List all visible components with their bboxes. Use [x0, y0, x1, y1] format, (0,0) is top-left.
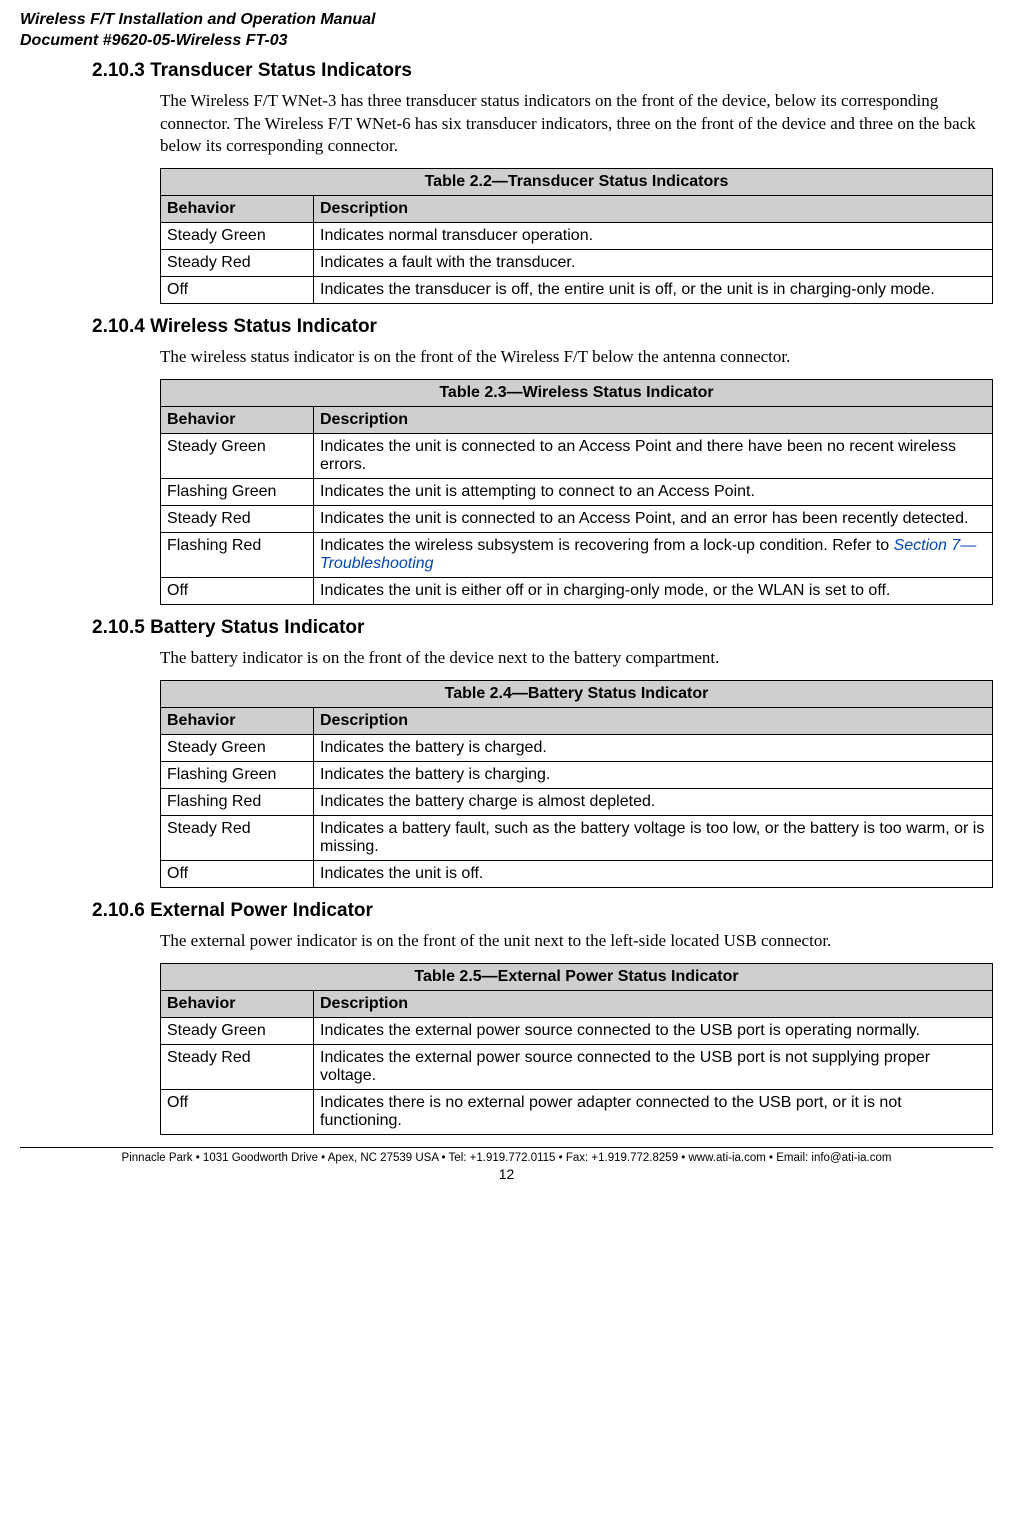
cell-behavior: Off [161, 277, 314, 304]
col-header-description: Description [314, 708, 993, 735]
cell-behavior: Flashing Red [161, 533, 314, 578]
cell-behavior: Flashing Red [161, 789, 314, 816]
cell-description: Indicates normal transducer operation. [314, 223, 993, 250]
cell-description: Indicates the unit is connected to an Ac… [314, 434, 993, 479]
cell-description: Indicates there is no external power ada… [314, 1090, 993, 1135]
table-row: OffIndicates the unit is off. [161, 861, 993, 888]
cell-behavior: Steady Red [161, 816, 314, 861]
cell-behavior: Flashing Green [161, 762, 314, 789]
cell-description: Indicates the unit is either off or in c… [314, 578, 993, 605]
table-row: OffIndicates the transducer is off, the … [161, 277, 993, 304]
col-header-description: Description [314, 991, 993, 1018]
cell-behavior: Off [161, 578, 314, 605]
cell-behavior: Steady Red [161, 506, 314, 533]
cell-behavior: Off [161, 1090, 314, 1135]
table-2-2: Table 2.2—Transducer Status Indicators B… [160, 168, 993, 304]
cell-description: Indicates the external power source conn… [314, 1018, 993, 1045]
col-header-behavior: Behavior [161, 708, 314, 735]
table-row: Steady RedIndicates the unit is connecte… [161, 506, 993, 533]
cell-description: Indicates the unit is connected to an Ac… [314, 506, 993, 533]
section-num: 2.10.3 [92, 60, 145, 81]
table-2-4: Table 2.4—Battery Status Indicator Behav… [160, 680, 993, 888]
cell-description: Indicates the unit is off. [314, 861, 993, 888]
section-num: 2.10.5 [92, 617, 145, 638]
cell-behavior: Steady Green [161, 434, 314, 479]
cell-behavior: Flashing Green [161, 479, 314, 506]
section-body-2-10-6: The external power indicator is on the f… [160, 930, 989, 953]
table-row: Steady GreenIndicates the unit is connec… [161, 434, 993, 479]
cell-description: Indicates the unit is attempting to conn… [314, 479, 993, 506]
page-number: 12 [20, 1166, 993, 1182]
table-row: Flashing GreenIndicates the battery is c… [161, 762, 993, 789]
cell-description: Indicates the wireless subsystem is reco… [314, 533, 993, 578]
section-title: Battery Status Indicator [150, 617, 364, 638]
doc-header: Wireless F/T Installation and Operation … [20, 10, 993, 52]
cell-description: Indicates the battery is charging. [314, 762, 993, 789]
cell-behavior: Off [161, 861, 314, 888]
section-body-2-10-4: The wireless status indicator is on the … [160, 346, 989, 369]
table-row: Steady GreenIndicates the external power… [161, 1018, 993, 1045]
cell-description: Indicates a battery fault, such as the b… [314, 816, 993, 861]
table-row: Flashing RedIndicates the battery charge… [161, 789, 993, 816]
table-title: Table 2.4—Battery Status Indicator [161, 681, 993, 708]
table-row: Steady RedIndicates a fault with the tra… [161, 250, 993, 277]
col-header-description: Description [314, 196, 993, 223]
page-footer: Pinnacle Park • 1031 Goodworth Drive • A… [20, 1147, 993, 1182]
table-title: Table 2.3—Wireless Status Indicator [161, 380, 993, 407]
cell-description: Indicates the transducer is off, the ent… [314, 277, 993, 304]
cell-behavior: Steady Green [161, 735, 314, 762]
section-heading-2-10-4: 2.10.4 Wireless Status Indicator [92, 316, 993, 338]
section-num: 2.10.4 [92, 316, 145, 337]
table-title: Table 2.2—Transducer Status Indicators [161, 169, 993, 196]
cell-behavior: Steady Green [161, 1018, 314, 1045]
table-row: Flashing GreenIndicates the unit is atte… [161, 479, 993, 506]
table-row: Flashing Red Indicates the wireless subs… [161, 533, 993, 578]
cell-description: Indicates the battery charge is almost d… [314, 789, 993, 816]
section-body-2-10-5: The battery indicator is on the front of… [160, 647, 989, 670]
table-row: OffIndicates the unit is either off or i… [161, 578, 993, 605]
cell-behavior: Steady Red [161, 250, 314, 277]
table-row: Steady GreenIndicates normal transducer … [161, 223, 993, 250]
col-header-behavior: Behavior [161, 196, 314, 223]
table-row: Steady GreenIndicates the battery is cha… [161, 735, 993, 762]
table-title: Table 2.5—External Power Status Indicato… [161, 964, 993, 991]
table-2-3: Table 2.3—Wireless Status Indicator Beha… [160, 379, 993, 605]
section-heading-2-10-6: 2.10.6 External Power Indicator [92, 900, 993, 922]
cell-text: Indicates the wireless subsystem is reco… [320, 537, 894, 554]
table-row: Steady RedIndicates a battery fault, suc… [161, 816, 993, 861]
cell-description: Indicates the battery is charged. [314, 735, 993, 762]
col-header-description: Description [314, 407, 993, 434]
section-title: External Power Indicator [150, 900, 373, 921]
col-header-behavior: Behavior [161, 991, 314, 1018]
table-row: Steady RedIndicates the external power s… [161, 1045, 993, 1090]
footer-text: Pinnacle Park • 1031 Goodworth Drive • A… [20, 1152, 993, 1164]
section-title: Transducer Status Indicators [150, 60, 412, 81]
cell-description: Indicates a fault with the transducer. [314, 250, 993, 277]
table-row: OffIndicates there is no external power … [161, 1090, 993, 1135]
section-num: 2.10.6 [92, 900, 145, 921]
cell-behavior: Steady Green [161, 223, 314, 250]
doc-title-line2: Document #9620-05-Wireless FT-03 [20, 31, 993, 52]
doc-title-line1: Wireless F/T Installation and Operation … [20, 10, 993, 31]
cell-description: Indicates the external power source conn… [314, 1045, 993, 1090]
cell-behavior: Steady Red [161, 1045, 314, 1090]
table-2-5: Table 2.5—External Power Status Indicato… [160, 963, 993, 1135]
section-heading-2-10-3: 2.10.3 Transducer Status Indicators [92, 60, 993, 82]
section-title: Wireless Status Indicator [150, 316, 377, 337]
section-heading-2-10-5: 2.10.5 Battery Status Indicator [92, 617, 993, 639]
section-body-2-10-3: The Wireless F/T WNet-3 has three transd… [160, 90, 989, 159]
col-header-behavior: Behavior [161, 407, 314, 434]
